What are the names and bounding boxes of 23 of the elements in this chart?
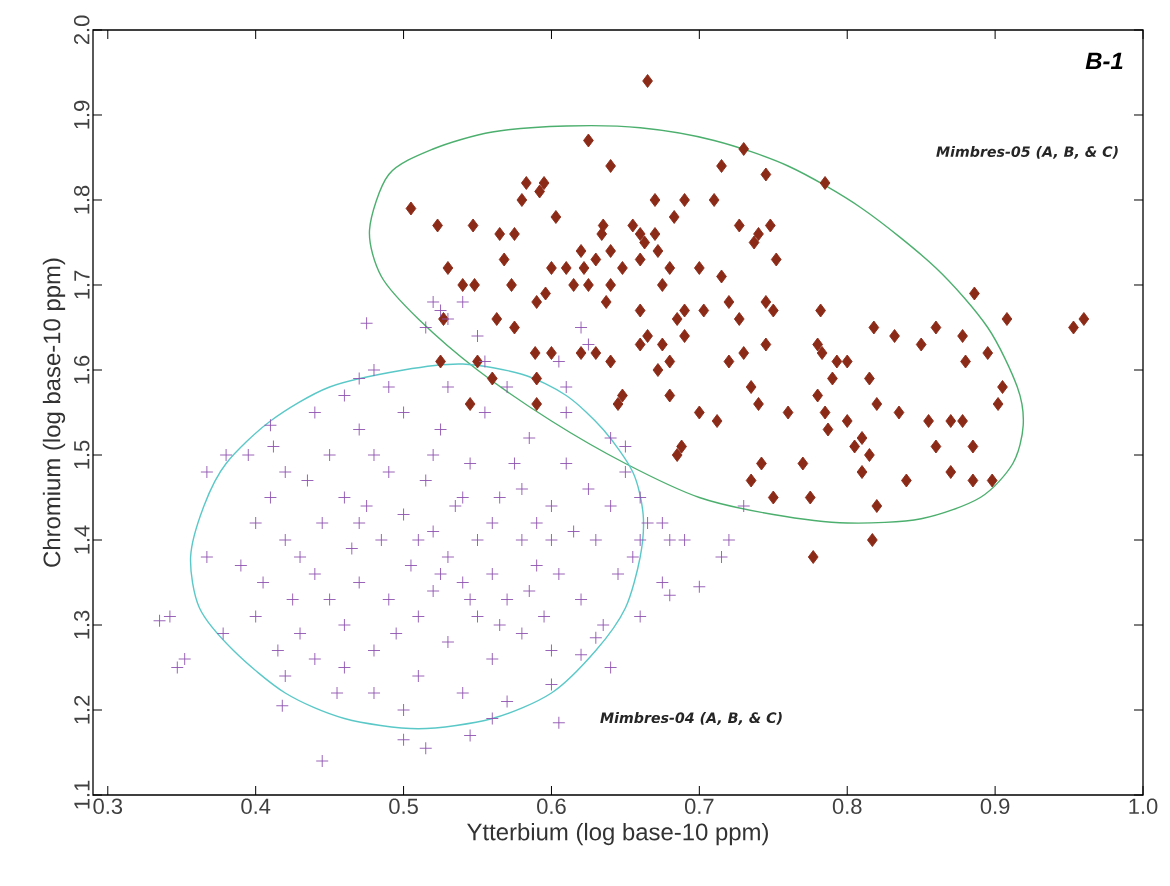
y-tick-label: 1.7: [74, 270, 90, 299]
y-tick-label: 1.2: [74, 695, 90, 724]
text: Mimbres-05 (A, B, & C): [936, 145, 1118, 159]
x-tick-label: 1.0: [1129, 798, 1158, 815]
annotation: B-1: [1085, 52, 1123, 70]
y-tick-label: 1.5: [74, 440, 90, 469]
x-tick-label: 0.5: [389, 798, 418, 815]
x-tick-label: 0.4: [241, 798, 271, 815]
y-tick-label: 1.4: [74, 525, 90, 554]
y-tick-label: 2.0: [73, 15, 90, 45]
y-tick-label: 1.9: [73, 100, 90, 129]
y-tick-label: 1.1: [74, 780, 90, 809]
x-axis-title: Ytterbium (log base-10 ppm): [467, 822, 768, 846]
y-axis-title: Chromium (log base-10 ppm): [42, 258, 66, 567]
text: Mimbres-04 (A, B, & C): [600, 712, 782, 725]
y-tick-label: 1.8: [73, 185, 90, 214]
x-tick-label: 0.3: [93, 798, 123, 815]
x-tick-label: 0.8: [832, 798, 862, 815]
y-tick-label: 1.3: [73, 610, 90, 639]
y-tick-label: 1.6: [73, 355, 90, 384]
x-tick-label: 0.9: [980, 798, 1010, 815]
x-tick-label: 0.6: [537, 798, 566, 815]
x-tick-label: 0.7: [684, 798, 714, 815]
